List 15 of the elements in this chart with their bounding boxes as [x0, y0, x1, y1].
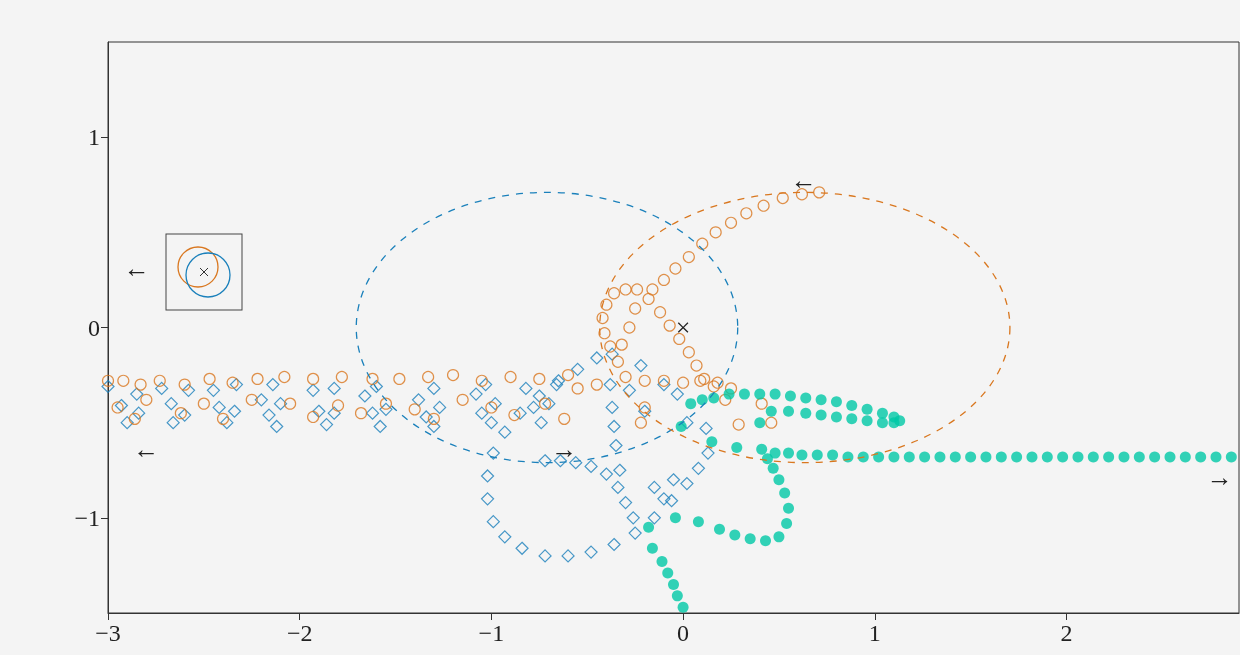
- annotation: →: [1206, 463, 1233, 493]
- y-tick-label: −1: [74, 504, 100, 531]
- annotation: ←: [133, 434, 160, 464]
- y-tick-label: 1: [88, 124, 100, 151]
- annotation: →: [551, 434, 578, 464]
- x-tick-label: 2: [1060, 620, 1073, 646]
- annotation: ←: [790, 166, 817, 196]
- y-tick-label: 0: [88, 314, 100, 341]
- x-tick-label: 1: [868, 620, 881, 646]
- x-tick-label: −1: [478, 620, 505, 646]
- annotation: ×: [675, 313, 691, 342]
- x-tick-label: −3: [95, 620, 121, 646]
- x-tick-label: 0: [677, 620, 690, 646]
- annotation: ←: [123, 254, 150, 283]
- x-tick-label: −2: [286, 620, 313, 646]
